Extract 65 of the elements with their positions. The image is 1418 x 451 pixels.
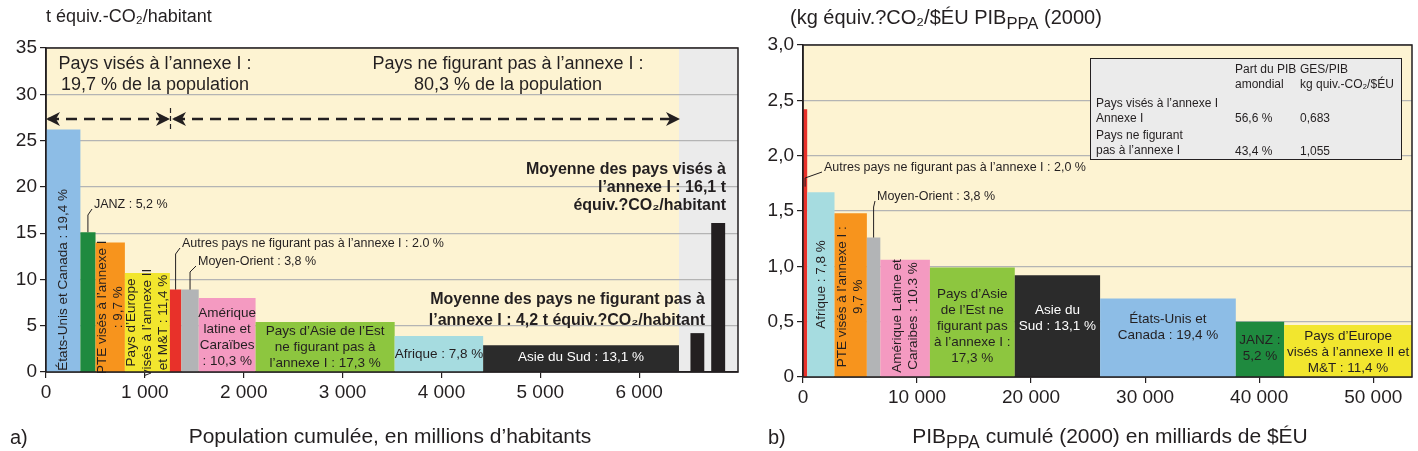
x-tick-label: 50 000 [1344,385,1403,407]
annotation: États-Unis et Canada : 19,4 % [54,189,70,371]
y-tick-label: 0 [783,365,794,387]
x-tick-label: 20 000 [1002,385,1061,407]
y-tick-label: 35 [15,36,37,58]
annotation: Amérique latine et Caraïbes : 10,3 % [198,304,257,368]
y-tick-label: 0 [26,360,37,382]
annotation: Part du PIB amondial [1235,62,1297,92]
annotation: Pays d’Asie de l’Est ne figurant pas à l’annexe I : 17,3 % [934,286,1011,366]
x-axis-title: PIB$_{PPA}$ cumulé (2000) en milliards de $ÉU [912,424,1308,451]
y-tick-label: 1,0 [767,254,794,276]
y-tick-label: 10 [15,267,37,289]
y-tick-label: 25 [15,128,37,150]
annotation: Asie du Sud : 13,1 % [1018,301,1097,333]
y-axis-title: t équiv.-CO₂/habitant [46,6,212,27]
y-tick-label: 0,5 [767,309,794,331]
x-tick-label: 40 000 [1230,385,1289,407]
annotation: Pays d’Asie de l’Est ne figurant pas à l’annexe I : 17,3 % [265,322,385,370]
annotation: Moyenne des pays ne figurant pas à l’annexe I : 4,2 t équiv.?CO₂/habitant [428,290,706,329]
x-tick-label: 0 [797,385,809,407]
annotation: GES/PIB kg quiv.-CO₂/$ÉU [1300,62,1394,92]
annotation: Pays visés à l’annexe I : 19,7 % de la population [58,52,252,94]
annotation: 43,4 % [1235,144,1273,159]
text: a) [10,426,28,449]
annotation: États-Unis et Canada : 19,4 % [1117,311,1219,343]
annotation: Amérique Latine et Caraibes : 10.3 % [888,259,920,373]
y-axis-title: (kg équiv.?CO₂/$ÉU PIB$_{PPA}$ (2000) [790,6,1102,34]
x-tick-label: 1 000 [121,380,169,402]
annotation: PTE visés à l’annexe I : 9,7 % [93,240,125,374]
y-tick-label: 5 [26,313,37,335]
y-tick-label: 1,5 [767,199,794,221]
annotation: Pays ne figurant pas à l’annexe I : 80,3 % de la population [372,52,644,94]
annotation: Pays ne figurant pas à l’annexe I [1096,128,1183,158]
x-tick-label: 2 000 [219,380,268,402]
annotation: Autres pays ne figurant pas à l’annexe I : 2.0 % [182,236,444,251]
annotation: Moyenne des pays visés à l’annexe I : 16,1 t équiv.?CO₂/habitant [525,160,727,214]
x-tick-label: 6 000 [615,380,663,402]
annotation: Afrique : 7,8 % [394,346,484,362]
x-tick-label: 10 000 [887,385,947,407]
annotation: Asie du Sud : 13,1 % [518,348,645,364]
annotation: Autres pays ne figurant pas à l’annexe I : 2,0 % [824,160,1086,175]
x-tick-label: 5 000 [516,380,565,402]
x-axis-title: Population cumulée, en millions d’habitants [188,424,592,448]
text: b) [768,426,786,449]
y-tick-label: 30 [15,82,37,104]
x-tick-label: 3 000 [318,380,367,402]
annotation: Pays d’Europe visés à l’annexe II et M&T : 11,4 % [1286,328,1410,376]
annotation: Moyen-Orient : 3,8 % [877,189,996,204]
annotation: 0,683 [1300,111,1331,126]
y-tick-label: 3,0 [767,33,794,55]
annotation: Pays visés à l’annexe I Annexe I [1096,96,1219,126]
y-tick-label: 2,0 [767,143,794,165]
annotation: Afrique : 7,8 % [812,240,828,329]
x-tick-label: 4 000 [417,380,466,402]
annotation: 1,055 [1300,144,1331,159]
y-tick-label: 2,5 [767,88,794,110]
annotation: JANZ : 5,2 % [1239,331,1281,363]
x-tick-label: 30 000 [1116,385,1175,407]
annotation: Moyen-Orient : 3,8 % [198,254,317,269]
x-tick-label: 0 [40,380,52,402]
y-tick-label: 15 [15,221,37,243]
annotation: JANZ : 5,2 % [94,197,168,212]
annotation: PTE visés à l’annexe I : 9,7 % [834,226,866,368]
annotation: 56,6 % [1235,111,1273,126]
y-tick-label: 20 [15,175,37,197]
